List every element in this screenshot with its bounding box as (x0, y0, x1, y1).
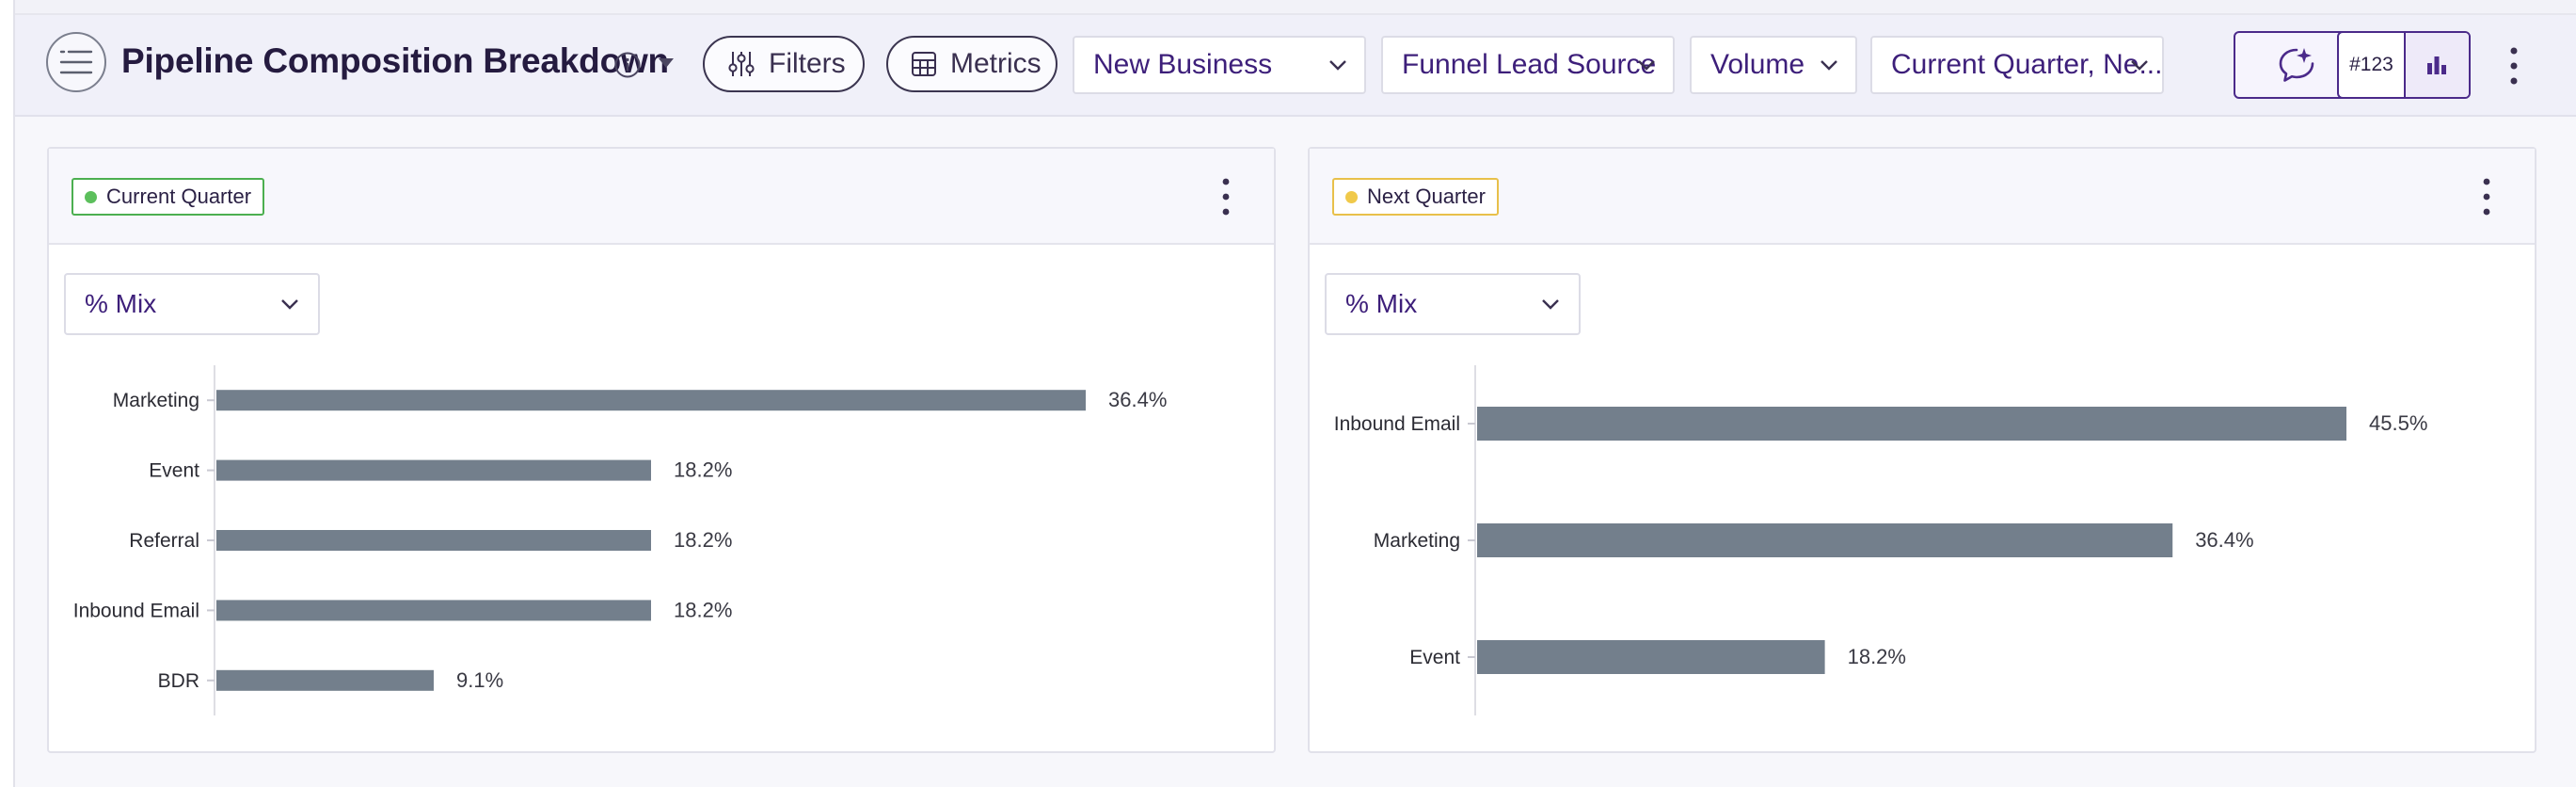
info-icon[interactable] (613, 51, 642, 79)
category-label: BDR (158, 670, 199, 692)
metrics-label: Metrics (950, 48, 1042, 79)
period-dropdown[interactable]: Current Quarter, Ne... (1870, 36, 2164, 94)
toolbar: Pipeline Composition Breakdown Filters (15, 15, 2576, 117)
filters-label: Filters (769, 48, 846, 79)
value-label: 9.1% (456, 668, 503, 692)
top-strip (15, 0, 2576, 15)
card-menu-icon[interactable] (1221, 177, 1231, 217)
number-view-button[interactable]: #123 (2339, 33, 2404, 97)
bar-chart-icon (2427, 56, 2447, 74)
hamburger-icon (59, 50, 93, 74)
mix-value: % Mix (85, 289, 157, 318)
sliders-icon (728, 52, 755, 76)
period-value: Current Quarter, Ne... (1891, 49, 2163, 80)
bar[interactable] (1477, 407, 2346, 441)
chat-sparkle-icon (2279, 48, 2314, 82)
chevron-down-icon (2131, 60, 2148, 71)
bar[interactable] (216, 459, 651, 481)
page-title: Pipeline Composition Breakdown (121, 41, 669, 80)
card-header: Next Quarter (1310, 149, 2535, 245)
chevron-down-icon (1542, 299, 1559, 310)
bar[interactable] (216, 600, 651, 621)
bar[interactable] (1477, 523, 2173, 557)
value-label: 18.2% (674, 598, 732, 621)
category-label: Marketing (1374, 530, 1460, 552)
value-label: 18.2% (1848, 645, 1906, 668)
app-frame: Pipeline Composition Breakdown Filters (13, 0, 2576, 787)
chart-area: Inbound Email 45.5% Marketing 36.4% Event 18.… (1310, 356, 2535, 751)
table-icon (912, 52, 936, 76)
filters-button[interactable]: Filters (703, 36, 865, 92)
mix-dropdown[interactable]: % Mix (1325, 273, 1581, 335)
bar[interactable] (1477, 640, 1825, 674)
mix-value: % Mix (1345, 289, 1418, 318)
business-type-value: New Business (1093, 49, 1273, 80)
business-type-dropdown[interactable]: New Business (1073, 36, 1366, 94)
tag-label: Current Quarter (106, 185, 252, 208)
value-label: 45.5% (2369, 411, 2427, 435)
chart-area: Marketing 36.4% Event 18.2% Referral 18.2% Inb… (49, 356, 1274, 751)
category-label: Event (1409, 647, 1460, 668)
bar-chart: Marketing 36.4% Event 18.2% Referral 18.2% Inb… (73, 365, 1167, 715)
category-label: Inbound Email (1334, 413, 1460, 435)
more-options-icon[interactable] (2508, 45, 2520, 87)
bar[interactable] (216, 390, 1086, 411)
category-label: Marketing (113, 390, 199, 411)
status-dot (85, 190, 97, 203)
next-quarter-tag: Next Quarter (1332, 178, 1499, 216)
tag-label: Next Quarter (1367, 185, 1486, 208)
lead-source-dropdown[interactable]: Funnel Lead Source (1381, 36, 1675, 94)
mix-dropdown[interactable]: % Mix (64, 273, 320, 335)
chevron-down-icon (281, 299, 298, 310)
chevron-down-icon (1638, 60, 1655, 71)
bar-chart: Inbound Email 45.5% Marketing 36.4% Event 18.… (1334, 365, 2427, 715)
chart-view-button[interactable] (2403, 33, 2469, 97)
lead-source-value: Funnel Lead Source (1402, 49, 1657, 80)
category-label: Event (149, 460, 199, 482)
number-view-label: #123 (2349, 54, 2393, 75)
card-menu-icon[interactable] (2482, 177, 2491, 217)
value-label: 18.2% (674, 458, 732, 482)
category-label: Inbound Email (73, 600, 199, 621)
bar[interactable] (216, 530, 651, 551)
measure-dropdown[interactable]: Volume (1690, 36, 1857, 94)
view-toggle: #123 (2337, 31, 2471, 99)
metrics-button[interactable]: Metrics (886, 36, 1057, 92)
next-quarter-card: Next Quarter % Mix Inbound Email 45.5% Mar… (1308, 147, 2536, 753)
bar[interactable] (216, 669, 434, 691)
value-label: 18.2% (674, 528, 732, 552)
menu-button[interactable] (46, 32, 106, 92)
current-quarter-card: Current Quarter % Mix Marketing 36.4% Even… (47, 147, 1276, 753)
card-header: Current Quarter (49, 149, 1274, 245)
value-label: 36.4% (2195, 528, 2253, 552)
title-caret-down-icon[interactable] (657, 56, 676, 70)
value-label: 36.4% (1108, 388, 1167, 411)
chevron-down-icon (1821, 60, 1837, 71)
current-quarter-tag: Current Quarter (72, 178, 265, 216)
measure-value: Volume (1710, 49, 1805, 80)
status-dot (1345, 190, 1358, 203)
category-label: Referral (129, 530, 199, 552)
chevron-down-icon (1329, 60, 1346, 71)
